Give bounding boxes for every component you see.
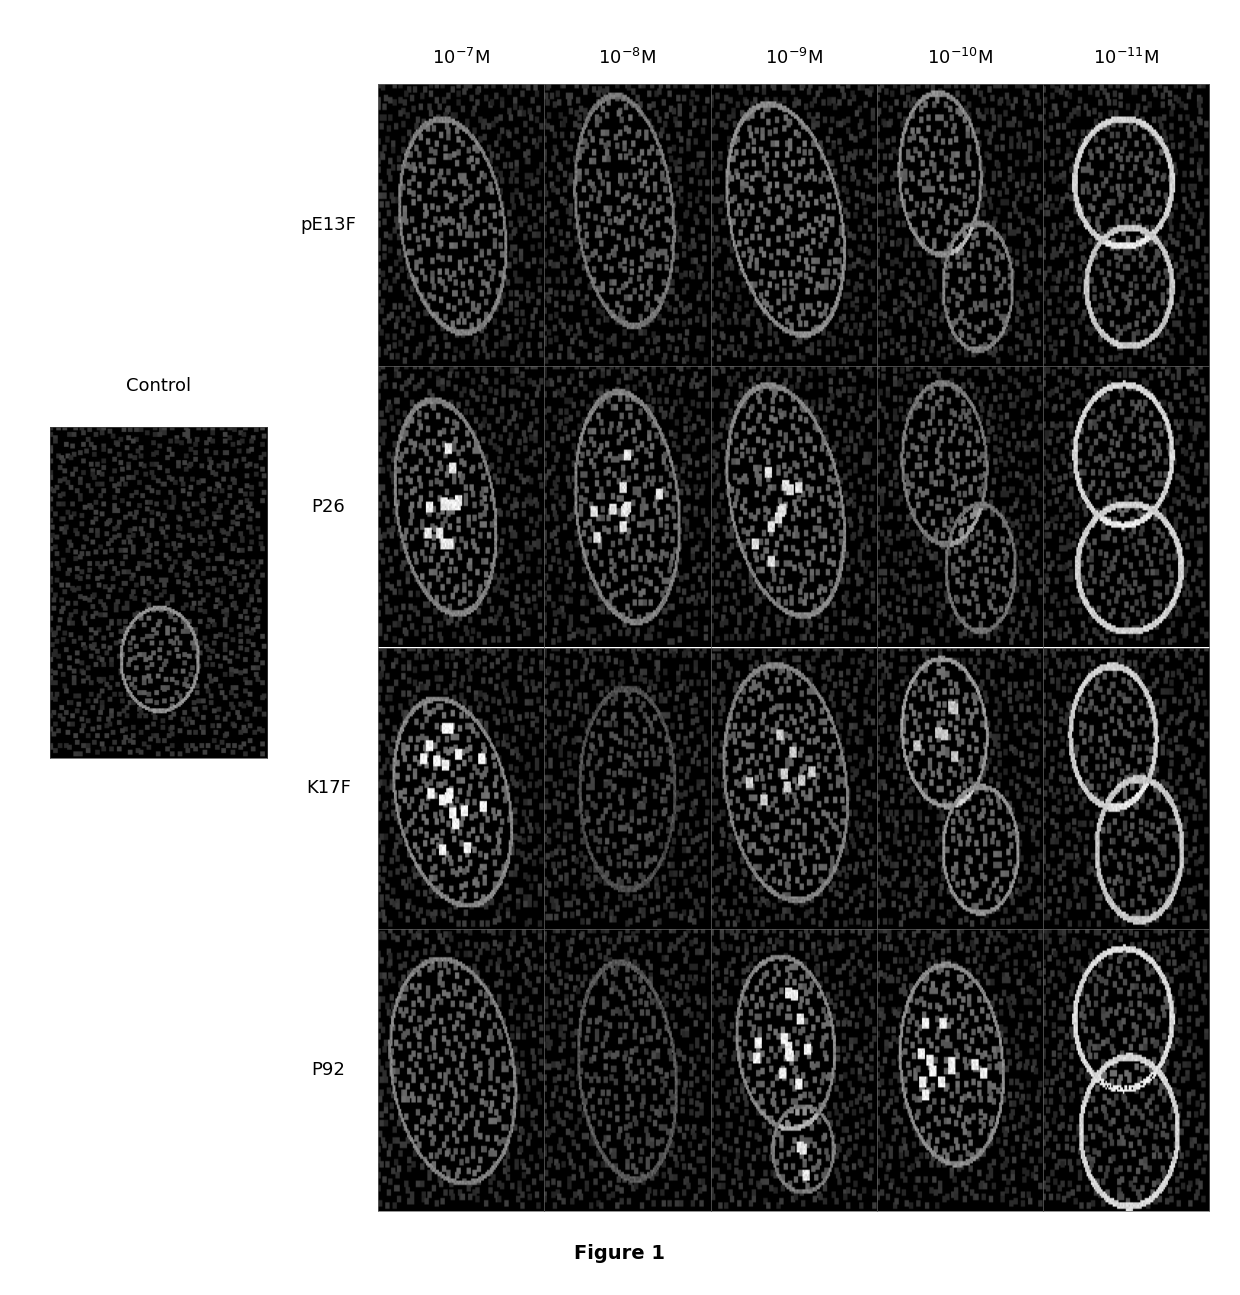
Text: 10$^{-9}$M: 10$^{-9}$M bbox=[765, 48, 822, 69]
Text: 10$^{-7}$M: 10$^{-7}$M bbox=[433, 48, 490, 69]
Text: 10$^{-11}$M: 10$^{-11}$M bbox=[1092, 48, 1159, 69]
Text: Figure 1: Figure 1 bbox=[574, 1244, 666, 1263]
Text: pE13F: pE13F bbox=[300, 216, 357, 234]
Text: P26: P26 bbox=[311, 497, 346, 515]
Text: 10$^{-8}$M: 10$^{-8}$M bbox=[599, 48, 656, 69]
Text: P92: P92 bbox=[311, 1061, 346, 1079]
Text: Control: Control bbox=[125, 377, 191, 395]
Text: K17F: K17F bbox=[306, 780, 351, 798]
Text: 10$^{-10}$M: 10$^{-10}$M bbox=[926, 48, 993, 69]
